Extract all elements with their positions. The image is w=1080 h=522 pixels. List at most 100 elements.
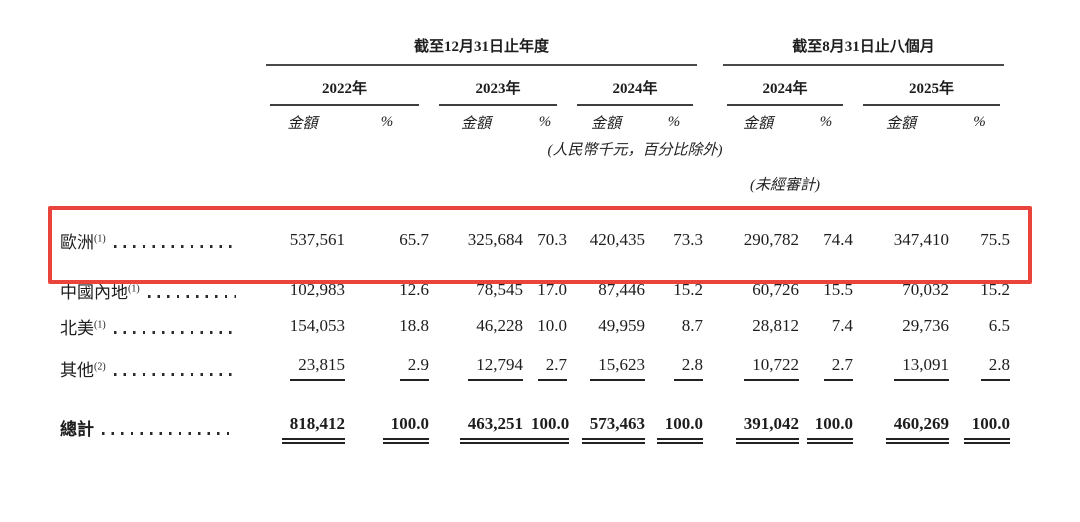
percent-cell: 65.7 [399, 230, 429, 249]
spacer-cell [703, 308, 717, 344]
period-group-header-row: 截至12月31日止年度 截至8月31日止八個月 [60, 30, 1010, 66]
total-amount-cell: 460,269 [853, 392, 950, 462]
year-header-2024: 2024年 [567, 66, 703, 106]
total-amount-cell: 573,463 [567, 392, 646, 462]
table-row-north-america: 北美(1) 154,053 18.8 46,228 10.0 49,959 8.… [60, 308, 1010, 344]
total-row-label: 總計 [60, 419, 94, 439]
amount-header: 金額 [886, 115, 917, 132]
annual-period-group-label: 截至12月31日止年度 [266, 35, 698, 66]
spacer-cell [60, 138, 260, 160]
spacer-cell [60, 66, 260, 106]
spacer-cell [703, 344, 717, 392]
amount-cell: 325,684 [467, 230, 523, 249]
amount-cell: 10,722 [717, 344, 800, 392]
percent-cell: 70.3 [537, 230, 567, 249]
currency-note-row: (人民幣千元，百分比除外) [60, 138, 1010, 160]
unaudited-note-row: (未經審計) [60, 160, 1010, 208]
unaudited-note: (未經審計) [750, 177, 821, 194]
leader-dots [113, 331, 236, 334]
percent-cell: 2.9 [345, 344, 429, 392]
amount-cell: 87,446 [598, 280, 645, 299]
revenue-by-region-table: 截至12月31日止年度 截至8月31日止八個月 2022年 2023年 2024… [60, 30, 1011, 462]
sub-header-row: 金額 % 金額 % 金額 % 金額 % 金額 % [60, 106, 1010, 138]
amount-header: 金額 [743, 115, 774, 132]
leader-dots [147, 295, 236, 298]
percent-cell: 73.3 [673, 230, 704, 249]
footnote-marker: (1) [94, 232, 106, 244]
spacer-cell [853, 138, 1010, 160]
total-percent-cell: 100.0 [345, 392, 430, 462]
table-row-total: 總計 818,412 100.0 463,251 100.0 573,463 1… [60, 392, 1011, 462]
row-label-cell: 北美(1) [60, 308, 260, 344]
interim-period-group-header: 截至8月31日止八個月 [717, 30, 1010, 66]
amount-cell: 78,545 [476, 280, 523, 299]
annual-period-group-header: 截至12月31日止年度 [260, 30, 703, 66]
row-label-cell: 其他(2) [60, 344, 260, 392]
spacer-cell [703, 208, 717, 272]
percent-header: % [538, 113, 552, 130]
percent-cell: 12.6 [399, 280, 429, 299]
amount-header: 金額 [590, 115, 621, 132]
row-label-cell: 歐洲(1) [60, 208, 260, 272]
leader-dots [113, 373, 236, 376]
total-percent-cell: 100.0 [645, 392, 704, 462]
amount-cell: 15,623 [567, 344, 645, 392]
total-percent-cell: 100.0 [523, 392, 570, 462]
spacer-cell [703, 272, 717, 308]
spacer-cell [703, 160, 717, 208]
percent-cell: 75.5 [980, 230, 1011, 249]
row-label: 北美(1) [60, 318, 106, 338]
percent-cell: 2.8 [645, 344, 704, 392]
leader-dots [102, 432, 236, 435]
amount-cell: 29,736 [902, 316, 950, 335]
amount-cell: 154,053 [289, 316, 345, 335]
amount-cell: 49,959 [598, 316, 645, 335]
percent-cell: 2.7 [799, 344, 854, 392]
amount-cell: 290,782 [743, 230, 800, 249]
row-label: 歐洲(1) [60, 232, 106, 252]
spacer-cell [260, 160, 703, 208]
footnote-marker: (1) [128, 282, 140, 294]
table-row-others: 其他(2) 23,815 2.9 12,794 2.7 15,623 2.8 1… [60, 344, 1011, 392]
year-header-2023: 2023年 [429, 66, 567, 106]
footnote-marker: (2) [94, 360, 106, 372]
unaudited-note-cell: (未經審計) [717, 160, 853, 208]
footnote-marker: (1) [94, 318, 106, 330]
percent-header: % [380, 113, 394, 130]
percent-cell: 10.0 [537, 316, 567, 335]
amount-cell: 13,091 [853, 344, 950, 392]
leader-dots [113, 245, 236, 248]
percent-cell: 6.5 [988, 316, 1011, 335]
currency-note-cell: (人民幣千元，百分比除外) [548, 138, 723, 160]
spacer-cell [703, 30, 717, 66]
amount-cell: 102,983 [289, 280, 345, 299]
amount-cell: 60,726 [752, 280, 800, 299]
spacer-cell [717, 138, 853, 160]
amount-cell: 23,815 [260, 344, 345, 392]
table-row-europe: 歐洲(1) 537,561 65.7 325,684 70.3 420,435 … [60, 208, 1010, 272]
spacer-cell [703, 392, 717, 462]
year-header-2022: 2022年 [260, 66, 429, 106]
year-header-row: 2022年 2023年 2024年 2024年 2025年 [60, 66, 1010, 106]
total-amount-cell: 818,412 [260, 392, 346, 462]
total-amount-cell: 463,251 [429, 392, 524, 462]
amount-cell: 420,435 [589, 230, 645, 249]
row-label: 其他(2) [60, 360, 106, 380]
currency-note: (人民幣千元，百分比除外) [547, 142, 723, 159]
interim-period-group-label: 截至8月31日止八個月 [723, 35, 1005, 66]
total-percent-cell: 100.0 [799, 392, 854, 462]
amount-header: 金額 [287, 115, 318, 132]
percent-cell: 2.8 [949, 344, 1011, 392]
amount-cell: 347,410 [893, 230, 950, 249]
spacer-cell [703, 106, 717, 138]
year-header-2025-interim: 2025年 [853, 66, 1010, 106]
percent-cell: 74.4 [823, 230, 854, 249]
row-label-cell: 中國內地(1) [60, 272, 260, 308]
percent-cell: 8.7 [681, 316, 704, 335]
percent-cell: 7.4 [831, 316, 854, 335]
spacer-cell [429, 138, 567, 160]
amount-cell: 537,561 [289, 230, 345, 249]
spacer-cell [60, 160, 260, 208]
percent-cell: 18.8 [399, 316, 429, 335]
spacer-cell [60, 30, 260, 66]
